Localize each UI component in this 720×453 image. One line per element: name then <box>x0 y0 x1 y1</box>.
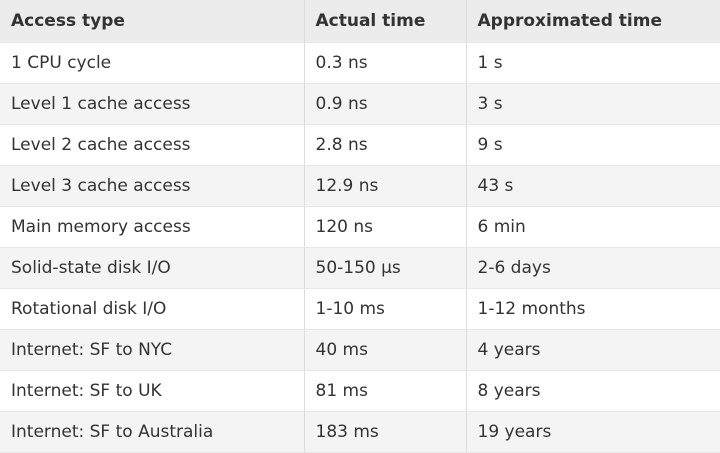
cell-access-type: Level 3 cache access <box>0 165 305 207</box>
cell-approximated-time: 2-6 days <box>466 247 720 289</box>
header-actual-time: Actual time <box>304 0 467 43</box>
cell-approximated-time: 43 s <box>466 165 720 207</box>
table-row: Internet: SF to UK 81 ms 8 years <box>0 370 720 412</box>
cell-access-type: Main memory access <box>0 206 305 248</box>
cell-actual-time: 0.3 ns <box>304 42 467 84</box>
cell-actual-time: 2.8 ns <box>304 124 467 166</box>
cell-approximated-time: 3 s <box>466 83 720 125</box>
cell-access-type: Solid-state disk I/O <box>0 247 305 289</box>
cell-access-type: Rotational disk I/O <box>0 288 305 330</box>
cell-actual-time: 183 ms <box>304 411 467 453</box>
cell-access-type: Internet: SF to Australia <box>0 411 305 453</box>
cell-actual-time: 40 ms <box>304 329 467 371</box>
table-row: Level 1 cache access 0.9 ns 3 s <box>0 83 720 125</box>
table-row: Internet: SF to NYC 40 ms 4 years <box>0 329 720 371</box>
header-approximated-time: Approximated time <box>466 0 720 43</box>
cell-actual-time: 0.9 ns <box>304 83 467 125</box>
cell-actual-time: 12.9 ns <box>304 165 467 207</box>
cell-approximated-time: 1 s <box>466 42 720 84</box>
cell-approximated-time: 9 s <box>466 124 720 166</box>
cell-actual-time: 81 ms <box>304 370 467 412</box>
header-row: Access type Actual time Approximated tim… <box>0 0 720 43</box>
table-row: Level 3 cache access 12.9 ns 43 s <box>0 165 720 207</box>
table-row: Rotational disk I/O 1-10 ms 1-12 months <box>0 288 720 330</box>
table-row: Main memory access 120 ns 6 min <box>0 206 720 248</box>
cell-approximated-time: 4 years <box>466 329 720 371</box>
cell-actual-time: 50-150 μs <box>304 247 467 289</box>
cell-access-type: Internet: SF to NYC <box>0 329 305 371</box>
header-access-type: Access type <box>0 0 305 43</box>
cell-approximated-time: 6 min <box>466 206 720 248</box>
table-row: Solid-state disk I/O 50-150 μs 2-6 days <box>0 247 720 289</box>
table-row: Level 2 cache access 2.8 ns 9 s <box>0 124 720 166</box>
cell-access-type: Level 1 cache access <box>0 83 305 125</box>
cell-access-type: Internet: SF to UK <box>0 370 305 412</box>
cell-actual-time: 120 ns <box>304 206 467 248</box>
cell-approximated-time: 8 years <box>466 370 720 412</box>
cell-approximated-time: 19 years <box>466 411 720 453</box>
table-row: 1 CPU cycle 0.3 ns 1 s <box>0 42 720 84</box>
cell-actual-time: 1-10 ms <box>304 288 467 330</box>
cell-approximated-time: 1-12 months <box>466 288 720 330</box>
cell-access-type: 1 CPU cycle <box>0 42 305 84</box>
cell-access-type: Level 2 cache access <box>0 124 305 166</box>
table-row: Internet: SF to Australia 183 ms 19 year… <box>0 411 720 453</box>
